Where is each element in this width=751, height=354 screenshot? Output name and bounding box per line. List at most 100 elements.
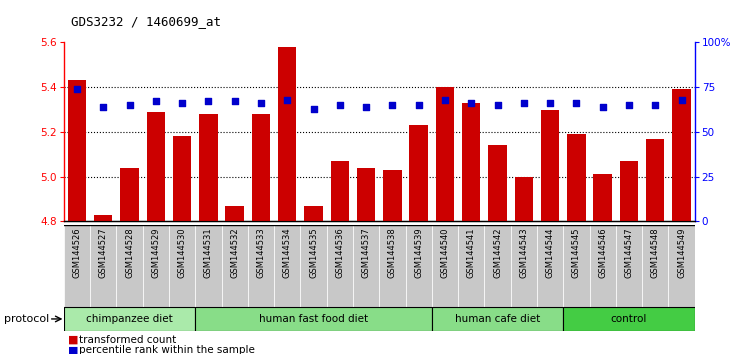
Text: GSM144543: GSM144543 [520,227,528,278]
Text: GSM144540: GSM144540 [441,227,449,278]
Text: GSM144544: GSM144544 [546,227,554,278]
Bar [620,161,638,221]
Point [413,102,425,108]
Bar [327,225,353,308]
Bar [116,225,143,308]
Text: human fast food diet: human fast food diet [259,314,368,324]
Bar [514,177,533,221]
Bar [541,109,559,221]
Bar [379,225,406,308]
Bar [304,206,323,221]
Text: GSM144531: GSM144531 [204,227,213,278]
Text: GSM144526: GSM144526 [73,227,81,278]
Bar [195,307,432,331]
Text: GSM144538: GSM144538 [388,227,397,278]
Text: ■: ■ [68,346,78,354]
Bar [432,307,563,331]
Bar [353,225,379,308]
Bar [409,125,428,221]
Bar [590,225,616,308]
Text: ■: ■ [68,335,78,345]
Text: GSM144533: GSM144533 [257,227,265,278]
Bar [64,307,195,331]
Bar [458,225,484,308]
Text: control: control [611,314,647,324]
Bar [143,225,169,308]
Bar [146,112,165,221]
Text: GSM144530: GSM144530 [178,227,186,278]
Bar [511,225,537,308]
Bar [563,307,695,331]
Text: percentile rank within the sample: percentile rank within the sample [79,346,255,354]
Text: GSM144546: GSM144546 [599,227,607,278]
Bar [616,225,642,308]
Point [597,104,609,110]
Bar [484,225,511,308]
Bar [195,225,222,308]
Text: GSM144542: GSM144542 [493,227,502,278]
Bar [488,145,507,221]
Bar [274,225,300,308]
Bar [432,225,458,308]
Text: GSM144541: GSM144541 [467,227,475,278]
Text: GSM144539: GSM144539 [415,227,423,278]
Bar [169,225,195,308]
Bar [225,206,244,221]
Bar [222,225,248,308]
Bar [278,47,297,221]
Text: GSM144534: GSM144534 [283,227,291,278]
Point [282,97,294,103]
Point [623,102,635,108]
Bar [300,225,327,308]
Point [308,106,320,112]
Bar [248,225,274,308]
Point [71,86,83,92]
Text: chimpanzee diet: chimpanzee diet [86,314,173,324]
Bar [567,134,586,221]
Point [229,99,241,104]
Text: GSM144536: GSM144536 [336,227,344,278]
Bar [357,168,376,221]
Text: GSM144532: GSM144532 [231,227,239,278]
Text: GSM144548: GSM144548 [651,227,659,278]
Bar [406,225,432,308]
Point [649,102,661,108]
Point [124,102,136,108]
Text: GSM144537: GSM144537 [362,227,370,278]
Bar [199,114,218,221]
Text: GSM144535: GSM144535 [309,227,318,278]
Point [492,102,504,108]
Point [150,99,162,104]
Bar [173,136,192,221]
Bar [593,174,612,221]
Bar [563,225,590,308]
Bar [672,90,691,221]
Point [544,101,556,106]
Point [334,102,346,108]
Bar [646,138,665,221]
Point [518,101,530,106]
Point [203,99,215,104]
Bar [330,161,349,221]
Text: GSM144549: GSM144549 [677,227,686,278]
Bar [94,215,113,221]
Text: transformed count: transformed count [79,335,176,345]
Text: protocol: protocol [4,314,49,324]
Point [387,102,399,108]
Point [676,97,688,103]
Point [360,104,372,110]
Point [571,101,583,106]
Text: GSM144527: GSM144527 [99,227,107,278]
Text: GDS3232 / 1460699_at: GDS3232 / 1460699_at [71,15,222,28]
Bar [68,80,86,221]
Point [466,101,478,106]
Bar [462,103,481,221]
Point [98,104,110,110]
Point [439,97,451,103]
Bar [642,225,668,308]
Bar [90,225,116,308]
Point [176,101,188,106]
Text: GSM144528: GSM144528 [125,227,134,278]
Bar [64,225,90,308]
Bar [120,168,139,221]
